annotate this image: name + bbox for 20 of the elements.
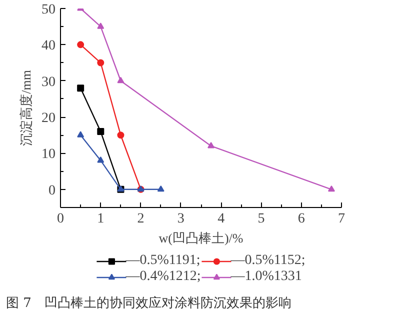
x-tick-label: 2 bbox=[137, 212, 144, 226]
legend-label: —0.5%1191; bbox=[126, 253, 200, 269]
text: 图 7 凹凸棒土的协同效应对涂料防沉效果的影响 bbox=[6, 295, 292, 313]
legend-label: —0.5%1152; bbox=[230, 253, 306, 269]
y-tick-label: 40 bbox=[42, 38, 56, 54]
legend-label: —0.4%1212; bbox=[126, 269, 201, 285]
x-tick-label: 7 bbox=[338, 212, 345, 226]
x-tick-label: 4 bbox=[218, 212, 225, 226]
y-tick-label: 30 bbox=[42, 74, 56, 90]
y-tick-label: 10 bbox=[42, 147, 56, 162]
y-tick-label: 50 bbox=[42, 2, 56, 18]
x-axis-title: w(凹凸棒土)/% bbox=[158, 230, 244, 246]
y-tick-label: 0 bbox=[48, 183, 56, 198]
x-tick-label: 5 bbox=[258, 212, 265, 226]
legend-label: —1.0%1331 bbox=[230, 269, 302, 285]
y-tick-label: 20 bbox=[42, 111, 56, 126]
y-axis-title: 沉淀高度/mm bbox=[18, 70, 34, 146]
x-tick-label: 6 bbox=[298, 212, 305, 226]
x-tick-label: 1 bbox=[97, 212, 104, 226]
x-tick-label: 3 bbox=[177, 212, 184, 226]
